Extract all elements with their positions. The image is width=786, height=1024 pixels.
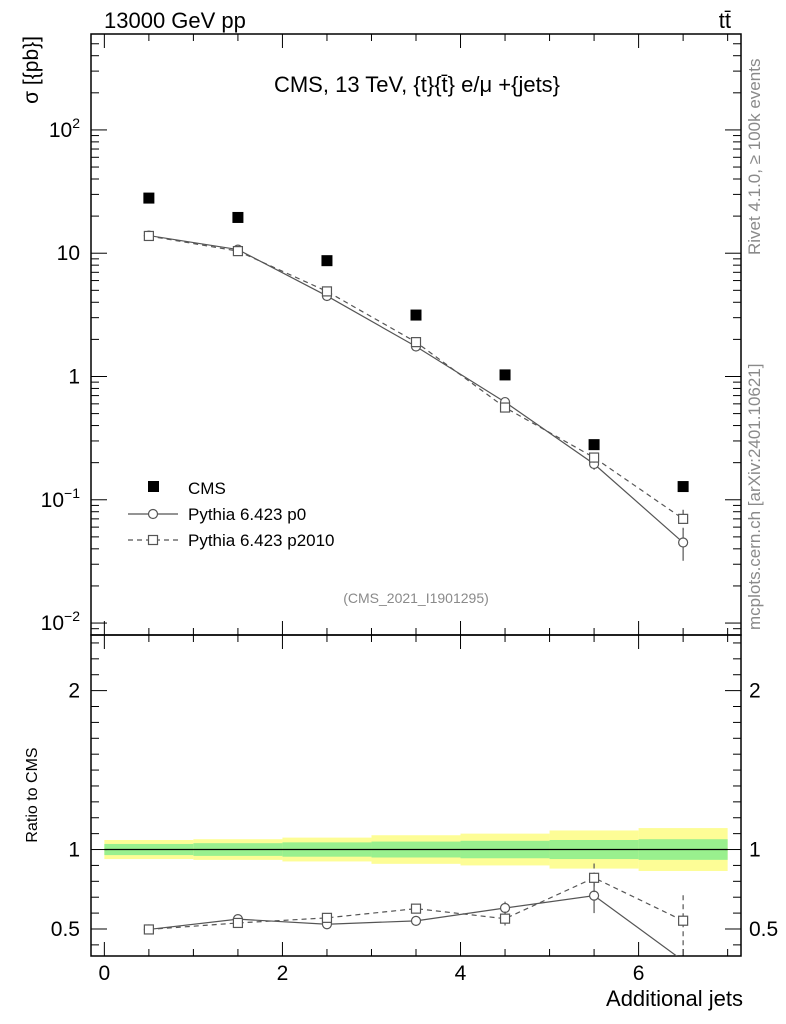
ratio-tick-label-left: 2 (68, 680, 80, 703)
ratio-series-p2010 (143, 863, 689, 947)
y-tick-label: 10−1 (41, 485, 81, 512)
analysis-id-label: (CMS_2021_I1901295) (343, 590, 489, 606)
ratio-point-p2010 (143, 924, 154, 935)
legend-label-p0: Pythia 6.423 p0 (188, 505, 306, 524)
ratio-tick-label-right: 0.5 (749, 918, 778, 941)
ratio-tick-label-left: 1 (68, 839, 80, 862)
ratio-point-p0 (588, 890, 600, 901)
main-mc-curves (143, 230, 689, 561)
y-tick-label: 10 (57, 242, 80, 265)
ratio-point-p0 (499, 902, 511, 914)
main-data-points (143, 192, 689, 493)
rivet-version-label: Rivet 4.1.0, ≥ 100k events (745, 59, 764, 255)
ratio-series-p0 (143, 878, 678, 956)
legend-label-p2010: Pythia 6.423 p2010 (188, 531, 335, 550)
main-point-cms (410, 309, 422, 321)
mcplots-label: mcplots.cern.ch [arXiv:2401.10621] (745, 364, 764, 630)
ratio-point-p2010 (321, 912, 333, 923)
legend-marker-cms (148, 481, 159, 492)
ratio-point-p2010 (588, 872, 600, 883)
ratio-axis-label: Ratio to CMS (24, 747, 41, 842)
header-energy-label: 13000 GeV pp (104, 8, 246, 33)
chart-title: CMS, 13 TeV, {t}{t̄} e/μ +{jets} (274, 72, 560, 97)
main-point-p2010 (410, 337, 422, 348)
ratio-tick-label-right: 2 (749, 680, 761, 703)
main-point-p2010 (499, 402, 511, 413)
legend-marker-p0 (147, 508, 159, 520)
main-point-p0 (678, 537, 689, 548)
main-point-cms (143, 192, 155, 204)
ratio-tick-label-right: 1 (749, 839, 761, 862)
main-point-cms (499, 369, 511, 381)
legend-label-cms: CMS (188, 479, 226, 498)
ratio-point-p0 (410, 915, 422, 926)
header-process-label: tt̄ (719, 8, 731, 33)
y-tick-label: 102 (49, 115, 80, 142)
y-tick-label: 1 (68, 365, 80, 388)
main-point-cms (321, 255, 333, 267)
x-axis-label: Additional jets (606, 986, 743, 1011)
y-tick-label: 10−2 (41, 608, 81, 635)
ratio-point-p2010 (678, 915, 689, 926)
ratio-point-p2010 (232, 917, 244, 929)
legend: CMS Pythia 6.423 p0 Pythia 6.423 p2010 (128, 479, 335, 550)
y-axis-label: σ [{pb}] (20, 36, 43, 104)
x-tick-label: 2 (277, 962, 289, 985)
main-line-p2010 (148, 235, 684, 520)
x-tick-label: 4 (455, 962, 467, 985)
main-point-p2010 (678, 513, 689, 524)
x-tick-label: 0 (99, 962, 111, 985)
legend-marker-p2010 (147, 534, 159, 546)
ratio-point-p2010 (410, 903, 422, 914)
main-point-p2010 (321, 286, 333, 297)
main-point-cms (232, 211, 244, 223)
main-point-p2010 (232, 246, 244, 257)
ratio-point-p2010 (499, 913, 511, 924)
main-point-cms (677, 481, 689, 493)
main-line-p0 (148, 234, 684, 543)
main-point-cms (588, 439, 600, 451)
main-point-p2010 (588, 452, 600, 463)
main-axis-ticks: 10−2 10−1 1 10 102 (41, 33, 741, 636)
ratio-axis-ticks: 0 2 4 6 0.5 0.5 1 1 2 2 (51, 635, 778, 985)
ratio-mc-curves (143, 863, 689, 956)
x-tick-label: 6 (633, 962, 645, 985)
ratio-tick-label-left: 0.5 (51, 918, 80, 941)
main-point-p2010 (143, 230, 154, 242)
